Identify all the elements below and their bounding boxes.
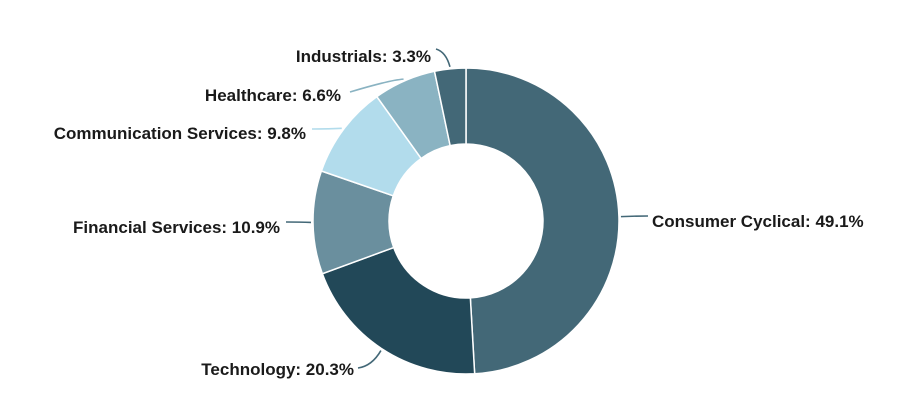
labels-layer: Consumer Cyclical: 49.1% Technology: 20.3… <box>54 47 864 379</box>
leader-line-communication-services <box>311 127 342 130</box>
slices-layer <box>312 67 620 375</box>
leader-line-industrials <box>435 48 451 68</box>
slice-label-technology: Technology: 20.3% <box>201 360 354 379</box>
slice-label-consumer-cyclical: Consumer Cyclical: 49.1% <box>652 212 864 231</box>
leader-lines-layer <box>285 48 649 369</box>
slice-label-financial-services: Financial Services: 10.9% <box>73 218 280 237</box>
donut-slice-technology[interactable] <box>321 246 476 375</box>
slice-label-healthcare: Healthcare: 6.6% <box>205 86 341 105</box>
leader-line-technology <box>357 350 382 369</box>
leader-line-healthcare <box>349 78 404 93</box>
slice-label-industrials: Industrials: 3.3% <box>296 47 431 66</box>
slice-label-communication-services: Communication Services: 9.8% <box>54 124 306 143</box>
leader-line-consumer-cyclical <box>620 215 649 218</box>
donut-slice-industrials[interactable] <box>433 67 467 147</box>
donut-slice-consumer-cyclical[interactable] <box>465 67 620 375</box>
